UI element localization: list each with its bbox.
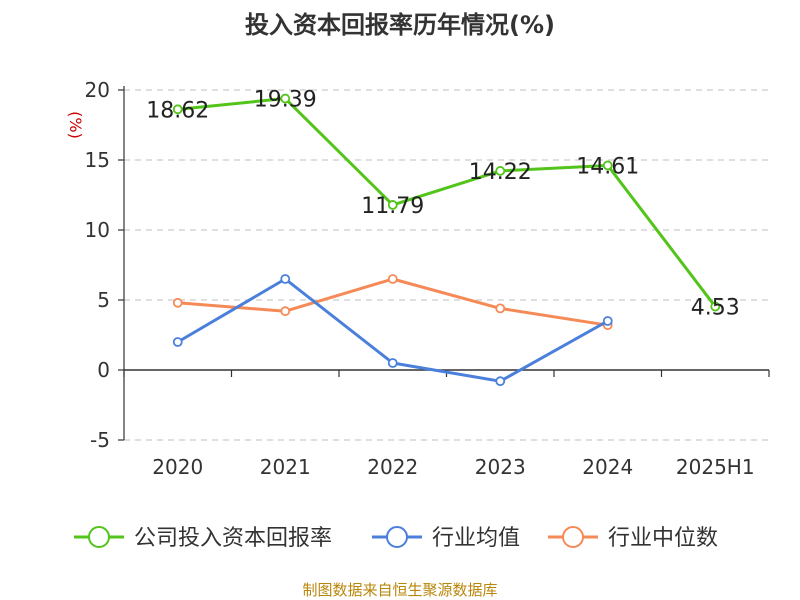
x-tick-label: 2022 [367, 455, 418, 479]
data-label: 19.39 [254, 88, 317, 113]
y-tick-label: 5 [97, 288, 110, 312]
series-group [172, 93, 721, 387]
y-tick-labels: 20 15 10 5 0 -5 [85, 78, 110, 452]
data-labels: 18.62 19.39 11.79 14.22 14.61 4.53 [146, 88, 739, 321]
data-label: 11.79 [361, 194, 424, 219]
legend-label: 公司投入资本回报率 [134, 526, 332, 551]
legend-label: 行业中位数 [608, 526, 718, 551]
chart-title: 投入资本回报率历年情况(%) [245, 11, 555, 39]
data-label: 14.22 [469, 160, 532, 185]
data-point [280, 306, 291, 317]
data-point [387, 274, 398, 284]
x-tick-label: 2020 [152, 455, 203, 479]
data-label: 4.53 [691, 296, 740, 321]
x-tick-label: 2024 [582, 455, 633, 479]
legend: 公司投入资本回报率 行业均值 行业中位数 [74, 526, 718, 551]
source-note: 制图数据来自恒生聚源数据库 [302, 581, 497, 599]
data-point [602, 160, 613, 171]
y-tick-label: 10 [85, 218, 110, 242]
data-point [710, 301, 721, 312]
y-tick-label: 15 [85, 148, 110, 172]
data-point [387, 200, 398, 210]
data-label: 18.62 [146, 98, 209, 123]
data-point [280, 93, 291, 104]
axes [118, 86, 770, 441]
legend-swatch-marker [88, 526, 110, 548]
legend-label: 行业均值 [432, 526, 520, 551]
legend-swatch-marker [562, 526, 584, 548]
data-point [172, 337, 183, 347]
y-axis-unit: (%) [66, 111, 85, 139]
x-tick-label: 2025H1 [676, 455, 755, 479]
data-point [495, 166, 506, 176]
data-point [280, 274, 291, 284]
data-point [495, 376, 506, 387]
data-point [602, 316, 613, 326]
y-tick-label: 20 [85, 78, 110, 102]
x-tick-labels: 2020 2021 2022 2023 2024 2025H1 [152, 455, 754, 479]
series-line-0 [177, 97, 717, 308]
data-point [172, 104, 183, 115]
series-line-2 [177, 277, 608, 327]
legend-swatch-marker [386, 526, 408, 548]
y-tick-label: -5 [90, 428, 110, 452]
data-point [387, 358, 398, 368]
data-label: 14.61 [576, 154, 639, 179]
x-tick-label: 2023 [475, 455, 526, 479]
y-tick-label: 0 [97, 358, 110, 382]
data-point [495, 303, 506, 314]
x-tick-label: 2021 [260, 455, 311, 479]
data-point [172, 297, 183, 308]
grid-lines [124, 89, 769, 441]
